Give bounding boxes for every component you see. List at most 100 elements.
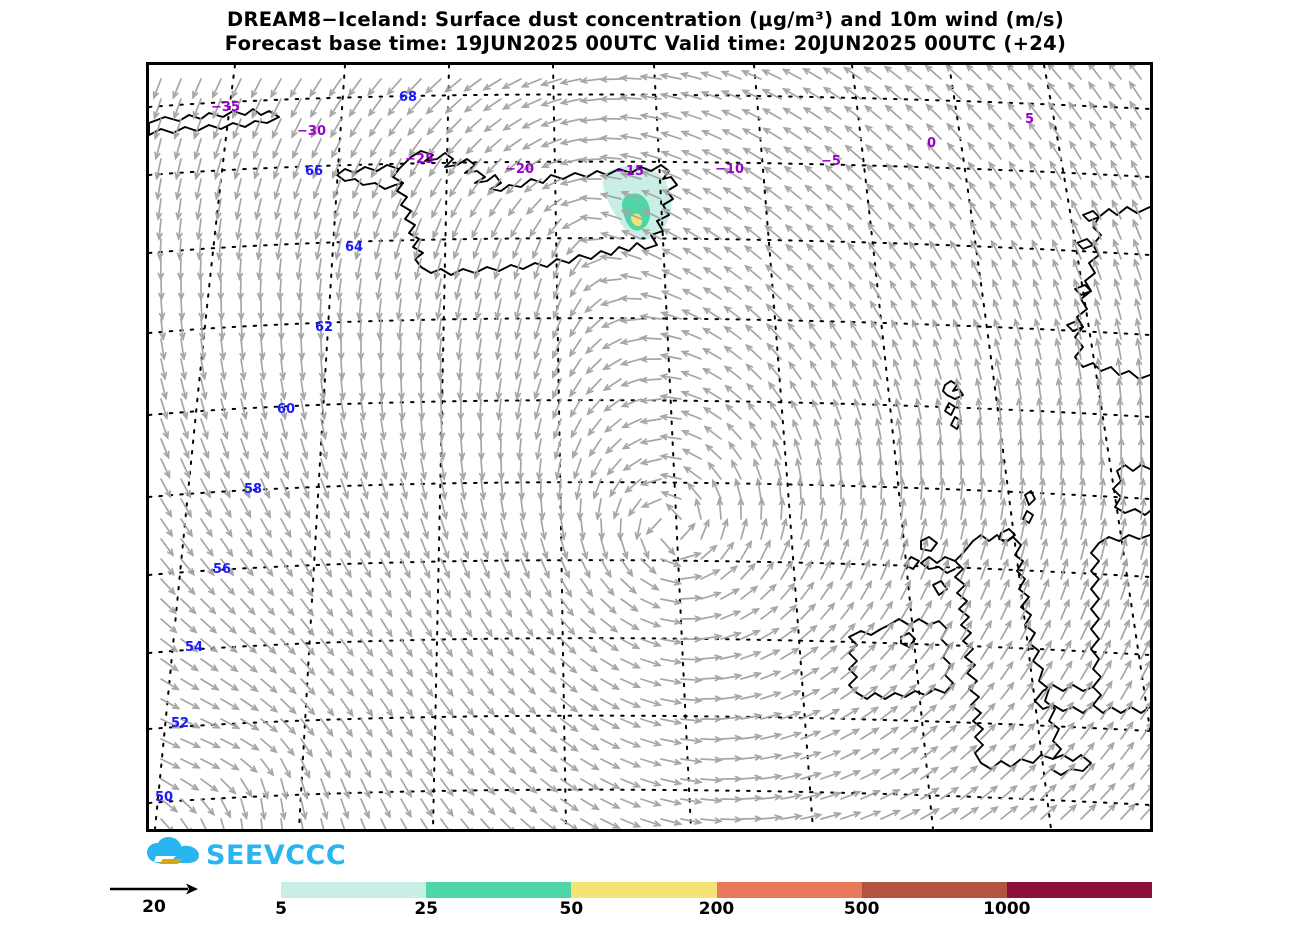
wind-arrowhead: [552, 430, 560, 440]
wind-arrow: [300, 398, 306, 420]
wind-arrowhead: [673, 718, 683, 726]
wind-arrowhead: [598, 76, 608, 83]
wind-arrow: [360, 558, 372, 578]
wind-arrow: [1076, 358, 1082, 380]
wind-arrow: [260, 418, 268, 440]
wind-arrowhead: [192, 741, 202, 749]
wind-arrow: [1140, 438, 1143, 460]
wind-arrowhead: [507, 687, 516, 696]
wind-arrow: [898, 438, 902, 460]
wind-arrowhead: [405, 749, 413, 758]
wind-arrow: [1080, 538, 1087, 560]
wind-arrowhead: [490, 229, 498, 239]
wind-arrow: [662, 208, 682, 220]
wind-arrow: [508, 198, 522, 216]
wind-arrow: [1100, 599, 1110, 620]
wind-arrowhead: [506, 648, 515, 657]
wind-arrow: [375, 258, 382, 280]
wind-arrowhead: [228, 786, 237, 795]
wind-arrowhead: [653, 820, 663, 827]
wind-arrowhead: [765, 283, 774, 292]
map-panel[interactable]: 68 66 64 62 60 58 56 54 52 50 −35 −30 −2…: [146, 62, 1153, 832]
wind-arrow: [460, 438, 464, 460]
wind-arrow: [1098, 398, 1102, 420]
wind-arrowhead: [552, 330, 559, 340]
wind-arrowhead: [1087, 721, 1095, 730]
wind-arrow: [1040, 620, 1051, 640]
wind-arrowhead: [832, 770, 842, 778]
wind-arrow: [374, 238, 382, 260]
wind-arrow: [360, 398, 365, 420]
wind-arrowhead: [1050, 199, 1058, 209]
wind-arrow: [1060, 763, 1076, 780]
wind-arrow: [1135, 318, 1142, 340]
wind-arrowhead: [638, 334, 648, 342]
wind-arrowhead: [701, 187, 711, 195]
wind-arrowhead: [604, 446, 613, 455]
wind-arrow: [569, 398, 582, 418]
wind-arrow: [866, 183, 882, 200]
wind-arrowhead: [965, 83, 974, 92]
wind-arrow: [220, 758, 239, 771]
wind-arrow: [940, 662, 955, 680]
wind-arrowhead: [427, 148, 435, 157]
wind-arrowhead: [463, 570, 470, 580]
wind-arrowhead: [1026, 660, 1034, 670]
wind-arrowhead: [249, 646, 258, 654]
lon-label: −25: [405, 152, 434, 167]
wind-arrowhead: [741, 517, 749, 527]
wind-arrow: [180, 498, 192, 518]
wind-arrowhead: [551, 370, 559, 380]
wind-arrowhead: [612, 511, 620, 520]
wind-arrowhead: [792, 710, 802, 718]
wind-arrow: [174, 118, 182, 139]
wind-arrowhead: [946, 641, 954, 650]
wind-arrowhead: [503, 165, 513, 174]
wind-arrow: [885, 124, 902, 140]
wind-arrow: [420, 518, 429, 539]
wind-arrowhead: [1037, 436, 1045, 446]
wind-arrow: [440, 818, 450, 829]
wind-arrow: [215, 178, 222, 200]
wind-arrow: [340, 618, 354, 637]
wind-arrow: [537, 458, 542, 480]
wind-arrow: [180, 418, 189, 439]
wind-arrowhead: [426, 748, 434, 758]
wind-arrowhead: [388, 128, 396, 137]
wind-arrowhead: [949, 745, 959, 753]
wind-arrowhead: [911, 767, 920, 775]
wind-arrow: [1000, 498, 1005, 520]
wind-arrowhead: [902, 537, 909, 547]
wind-arrowhead: [207, 807, 215, 817]
wind-arrow: [950, 240, 962, 260]
wind-arrowhead: [538, 512, 546, 521]
wind-arrow: [1120, 701, 1133, 720]
wind-arrowhead: [826, 580, 834, 590]
wind-arrowhead: [812, 709, 822, 717]
wind-arrowhead: [454, 291, 461, 301]
wind-arrowhead: [661, 269, 670, 276]
wind-arrow: [280, 658, 296, 675]
wind-arrowhead: [925, 122, 934, 132]
wind-arrowhead: [808, 340, 816, 350]
wind-arrow: [298, 278, 302, 300]
wind-arrow: [440, 658, 454, 677]
wind-arrow: [1060, 661, 1073, 680]
wind-arrow: [845, 144, 862, 160]
wind-arrow: [1040, 559, 1048, 580]
wind-arrowhead: [701, 168, 711, 175]
wind-arrow: [826, 223, 842, 240]
wind-arrow: [660, 798, 682, 805]
wind-arrowhead: [938, 477, 946, 486]
wind-arrow: [724, 326, 742, 340]
wind-arrow: [240, 618, 256, 635]
wind-arrow: [200, 398, 208, 420]
wind-arrowhead: [288, 706, 297, 715]
wind-arrowhead: [495, 372, 502, 381]
wind-arrow: [160, 698, 180, 710]
wind-arrowhead: [1114, 317, 1122, 327]
wind-arrow: [1120, 538, 1127, 560]
wind-arrow: [460, 678, 474, 696]
wind-arrowhead: [1069, 159, 1077, 169]
wind-arrow: [320, 718, 334, 737]
